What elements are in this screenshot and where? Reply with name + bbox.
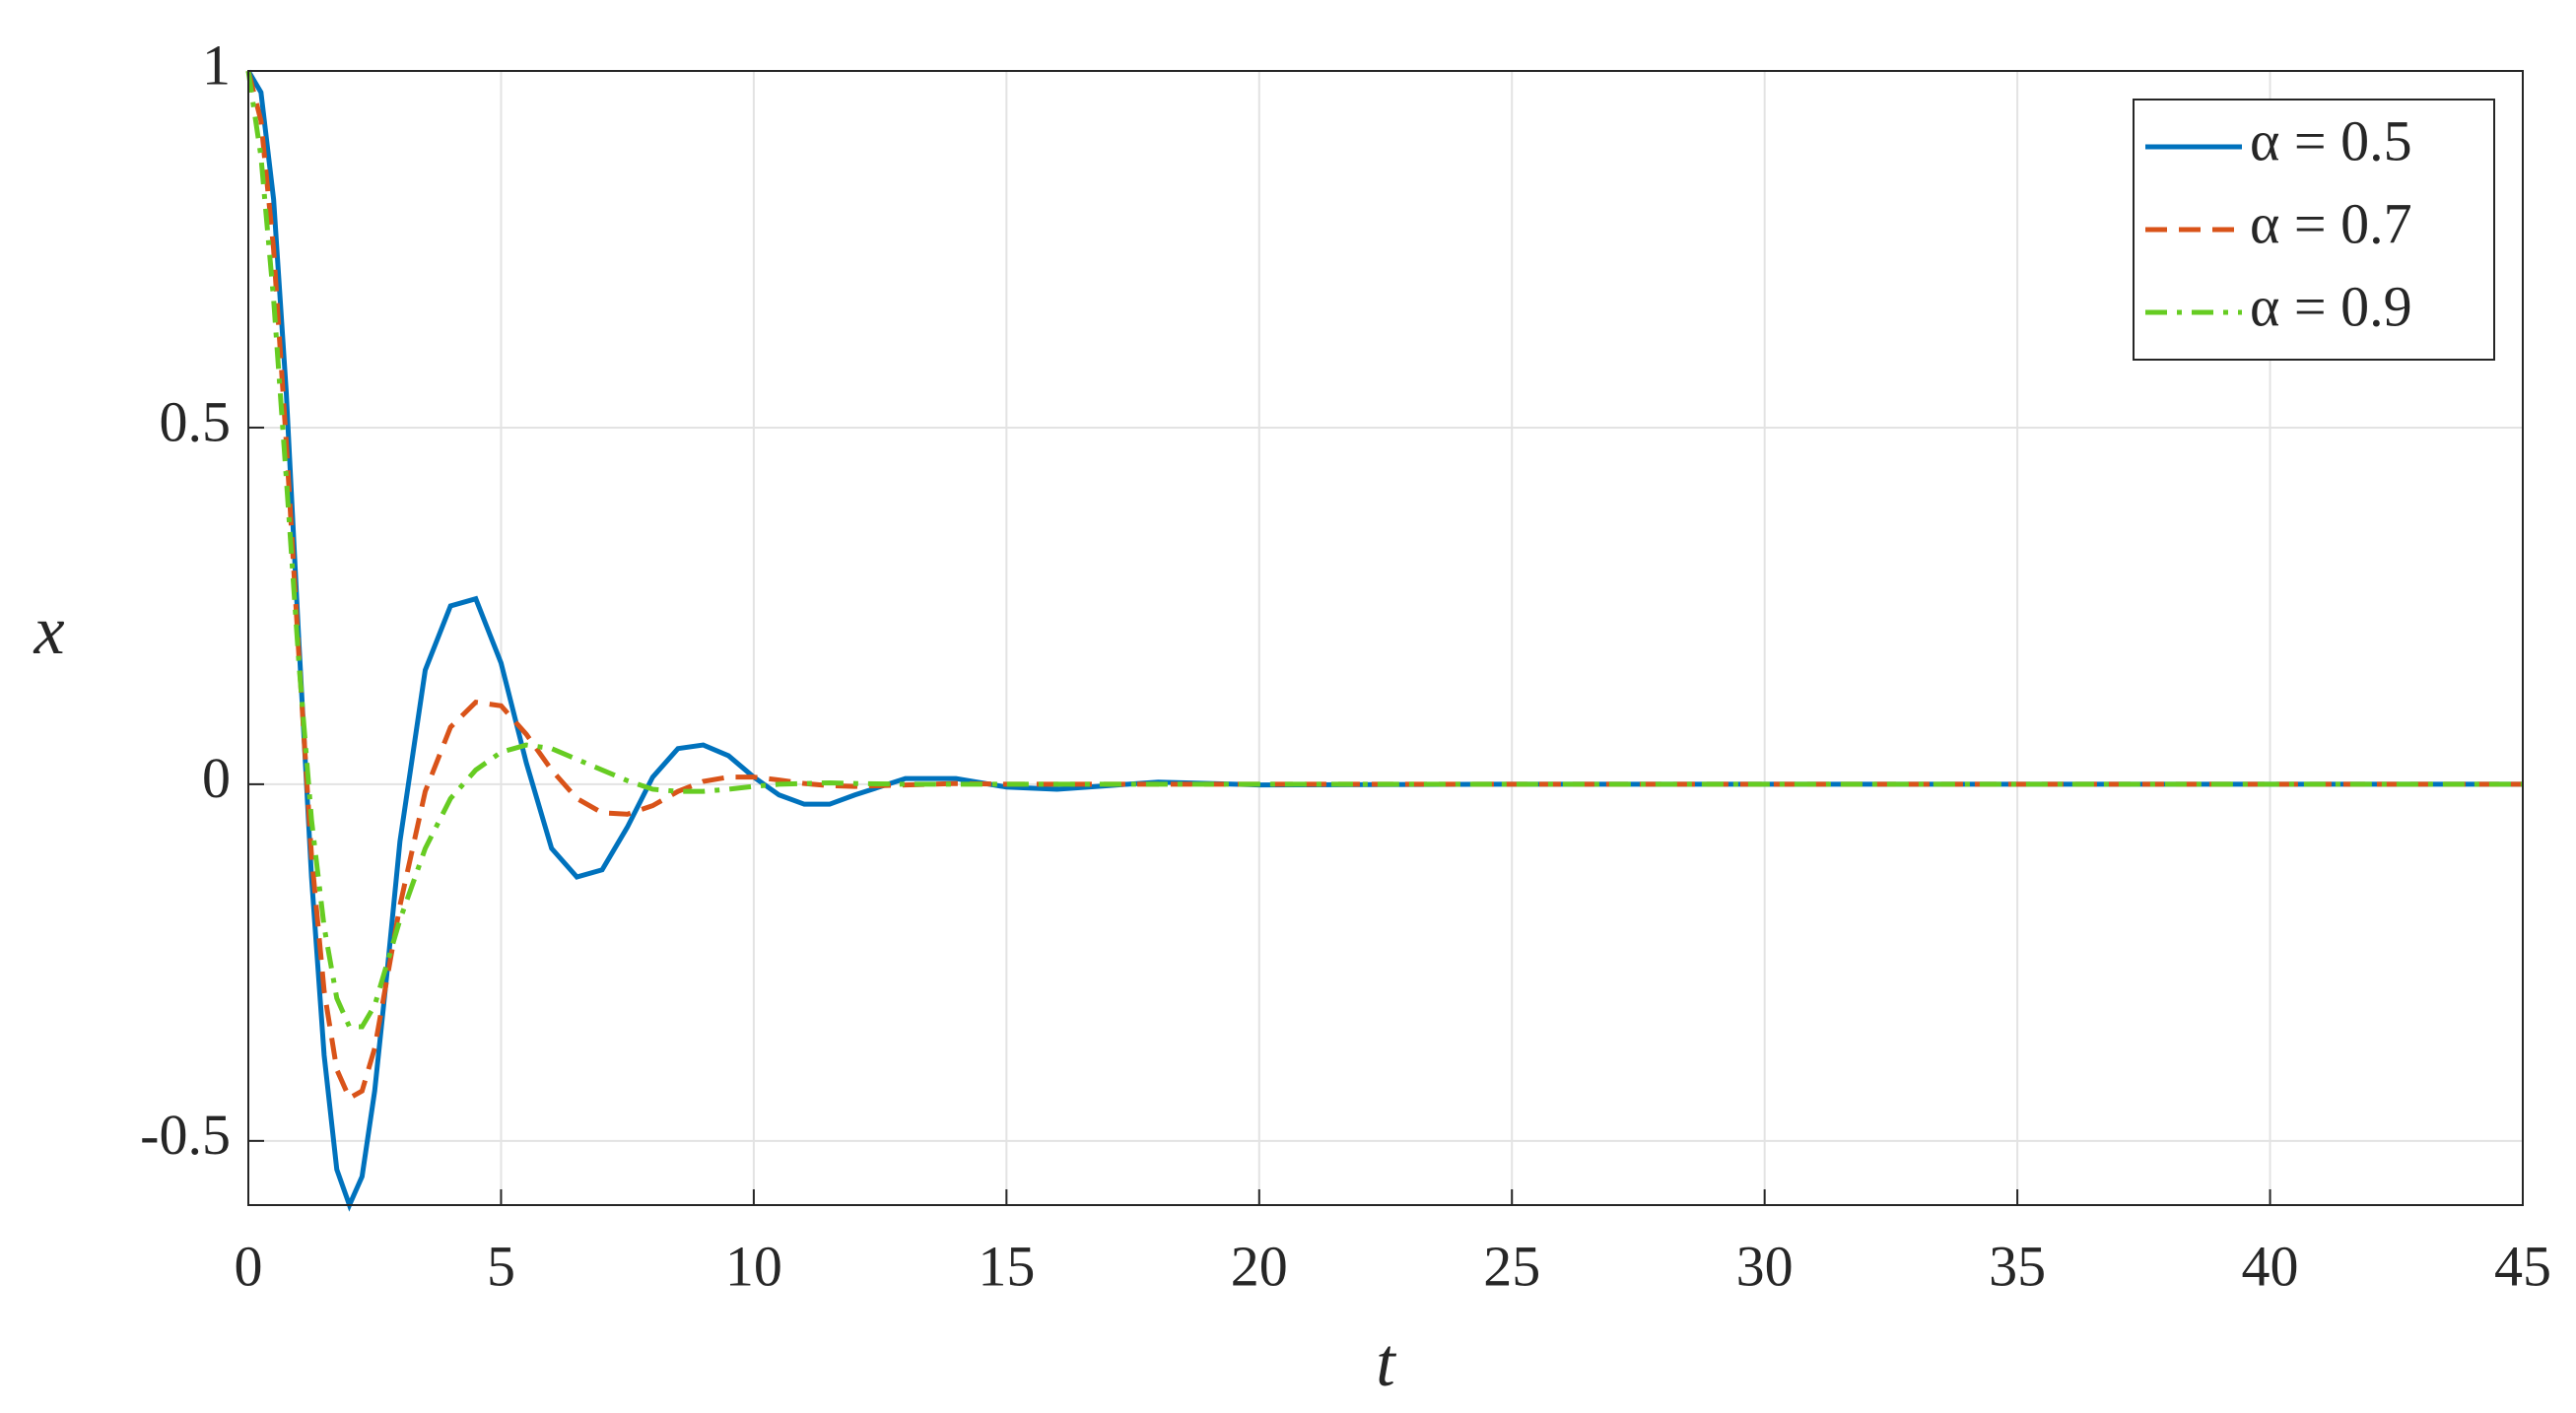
y-tick-label: 0 <box>202 746 231 810</box>
x-tick-label: 30 <box>1736 1234 1794 1298</box>
x-tick-label: 35 <box>1989 1234 2046 1298</box>
y-tick-label: -0.5 <box>140 1103 231 1167</box>
series-line <box>245 70 2523 1030</box>
legend-label: α = 0.7 <box>2250 191 2412 255</box>
x-tick-label: 5 <box>487 1234 515 1298</box>
x-tick-label: 45 <box>2494 1234 2551 1298</box>
plot-frame <box>247 70 2524 1206</box>
y-tick-label: 1 <box>202 33 231 97</box>
x-tick-label: 40 <box>2242 1234 2299 1298</box>
y-axis-label: x <box>33 593 64 669</box>
x-axis-label: t <box>1376 1325 1396 1401</box>
x-tick-label: 10 <box>725 1234 782 1298</box>
x-tick-label: 15 <box>978 1234 1035 1298</box>
x-tick-label: 20 <box>1231 1234 1288 1298</box>
y-tick-label: 0.5 <box>160 389 232 453</box>
legend-label: α = 0.9 <box>2250 274 2412 338</box>
x-tick-label: 25 <box>1483 1234 1540 1298</box>
x-tick-label: 0 <box>235 1234 263 1298</box>
legend-label: α = 0.5 <box>2250 108 2412 172</box>
